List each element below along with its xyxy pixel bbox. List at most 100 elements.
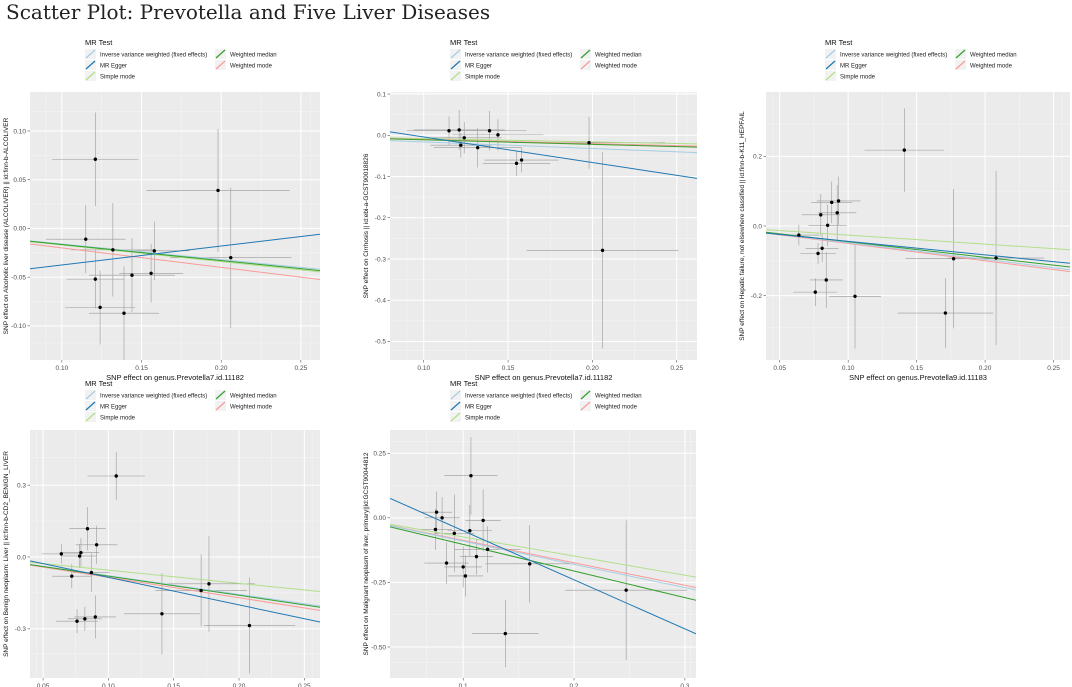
y-tick-label: 0.00 — [13, 226, 26, 233]
legend-swatch — [85, 401, 96, 411]
x-axis-label: SNP effect on genus.Prevotella7.id.11182 — [106, 373, 244, 382]
legend-title: MR Test — [825, 38, 853, 47]
x-tick-label: 0.10 — [56, 365, 69, 372]
regression-line — [390, 131, 697, 179]
plot-content — [30, 112, 320, 360]
data-point — [853, 294, 857, 299]
data-point — [434, 510, 439, 514]
y-tick-label: 0.3 — [17, 482, 26, 489]
data-point — [519, 158, 524, 162]
regression-line — [30, 240, 320, 270]
y-axis-label: SNP effect on Hepatic failure, not elsew… — [739, 111, 746, 341]
legend-swatch — [450, 71, 461, 81]
plot-content — [390, 110, 697, 349]
plot-content — [30, 452, 320, 674]
x-tick-label: 0.05 — [37, 683, 50, 687]
legend-title: MR Test — [85, 38, 113, 47]
legend: MR Test Inverse variance weighted (fixed … — [85, 38, 277, 81]
legend-label: Inverse variance weighted (fixed effects… — [465, 394, 572, 400]
data-point — [79, 550, 83, 555]
x-tick-label: 0.1 — [459, 683, 468, 687]
y-tick-label: -0.4 — [375, 298, 387, 305]
data-point — [433, 527, 438, 532]
data-point — [122, 311, 126, 315]
data-point — [825, 223, 830, 228]
page-title: Scatter Plot: Prevotella and Five Liver … — [6, 0, 491, 24]
x-tick-label: 0.20 — [586, 365, 599, 372]
x-tick-label: 0.15 — [167, 683, 180, 687]
data-point — [830, 200, 834, 205]
legend-swatch — [215, 401, 226, 411]
legend-swatch — [580, 60, 591, 70]
x-tick-label: 0.3 — [680, 683, 689, 687]
legend-swatch — [215, 49, 226, 59]
regression-line — [390, 526, 696, 601]
data-point — [440, 516, 444, 520]
data-point — [152, 249, 156, 253]
data-point — [207, 582, 211, 586]
y-tick-label: 0.10 — [13, 128, 26, 135]
regression-line — [390, 140, 697, 154]
legend-label: Inverse variance weighted (fixed effects… — [840, 53, 947, 59]
y-tick-label: 0.1 — [377, 91, 386, 98]
x-tick-label: 0.20 — [233, 683, 246, 687]
data-point — [816, 251, 820, 256]
x-tick-label: 0.10 — [842, 365, 855, 372]
legend-swatch — [825, 60, 836, 70]
x-tick-label: 0.10 — [102, 683, 115, 687]
y-tick-label: -0.3 — [15, 626, 27, 633]
legend-swatch — [450, 390, 461, 400]
legend-swatch — [450, 401, 461, 411]
data-point — [587, 141, 591, 145]
data-point — [93, 615, 98, 619]
gridlines — [390, 92, 697, 360]
regression-line — [390, 525, 696, 591]
data-point — [527, 562, 532, 566]
regression-line — [766, 232, 1070, 264]
regression-line — [390, 523, 696, 578]
gridlines — [30, 92, 320, 360]
data-point — [247, 623, 252, 628]
legend: MR Test Inverse variance weighted (fixed … — [450, 38, 642, 81]
legend-label: Weighted mode — [230, 405, 273, 411]
regression-line — [30, 560, 320, 623]
data-point — [474, 554, 479, 559]
legend-swatch — [580, 390, 591, 400]
legend-title: MR Test — [85, 379, 113, 388]
data-point — [485, 547, 490, 552]
legend-swatch — [825, 49, 836, 59]
legend-swatch — [825, 71, 836, 81]
data-point — [481, 518, 485, 523]
legend-swatch — [580, 49, 591, 59]
legend-label: Simple mode — [100, 416, 136, 422]
scatter-plot-4: MR Test Inverse variance weighted (fixed … — [3, 379, 320, 687]
x-axis-label: SNP effect on genus.Prevotella9.id.11183 — [849, 373, 987, 382]
x-tick-label: 0.25 — [295, 365, 308, 372]
legend-title: MR Test — [450, 379, 478, 388]
y-tick-label: 0.2 — [753, 154, 762, 161]
y-tick-label: -0.5 — [375, 339, 387, 346]
regression-line — [30, 243, 320, 280]
data-point — [902, 148, 907, 152]
legend-swatch — [85, 412, 96, 422]
legend-label: MR Egger — [100, 405, 127, 411]
data-point — [85, 527, 90, 531]
regression-line — [390, 138, 697, 148]
data-point — [199, 588, 203, 593]
regression-line — [390, 137, 697, 145]
data-point — [994, 256, 998, 260]
legend-title: MR Test — [450, 38, 478, 47]
data-point — [59, 552, 64, 556]
legend-label: Weighted mode — [595, 64, 638, 70]
data-point — [216, 188, 220, 193]
x-tick-label: 0.15 — [502, 365, 515, 372]
y-tick-label: -0.05 — [11, 274, 26, 281]
data-point — [130, 273, 134, 277]
data-point — [114, 474, 118, 478]
legend-label: Simple mode — [465, 75, 501, 81]
data-point — [836, 199, 841, 203]
data-point — [463, 574, 468, 578]
data-point — [462, 136, 466, 140]
data-point — [160, 612, 164, 616]
legend-swatch — [450, 60, 461, 70]
